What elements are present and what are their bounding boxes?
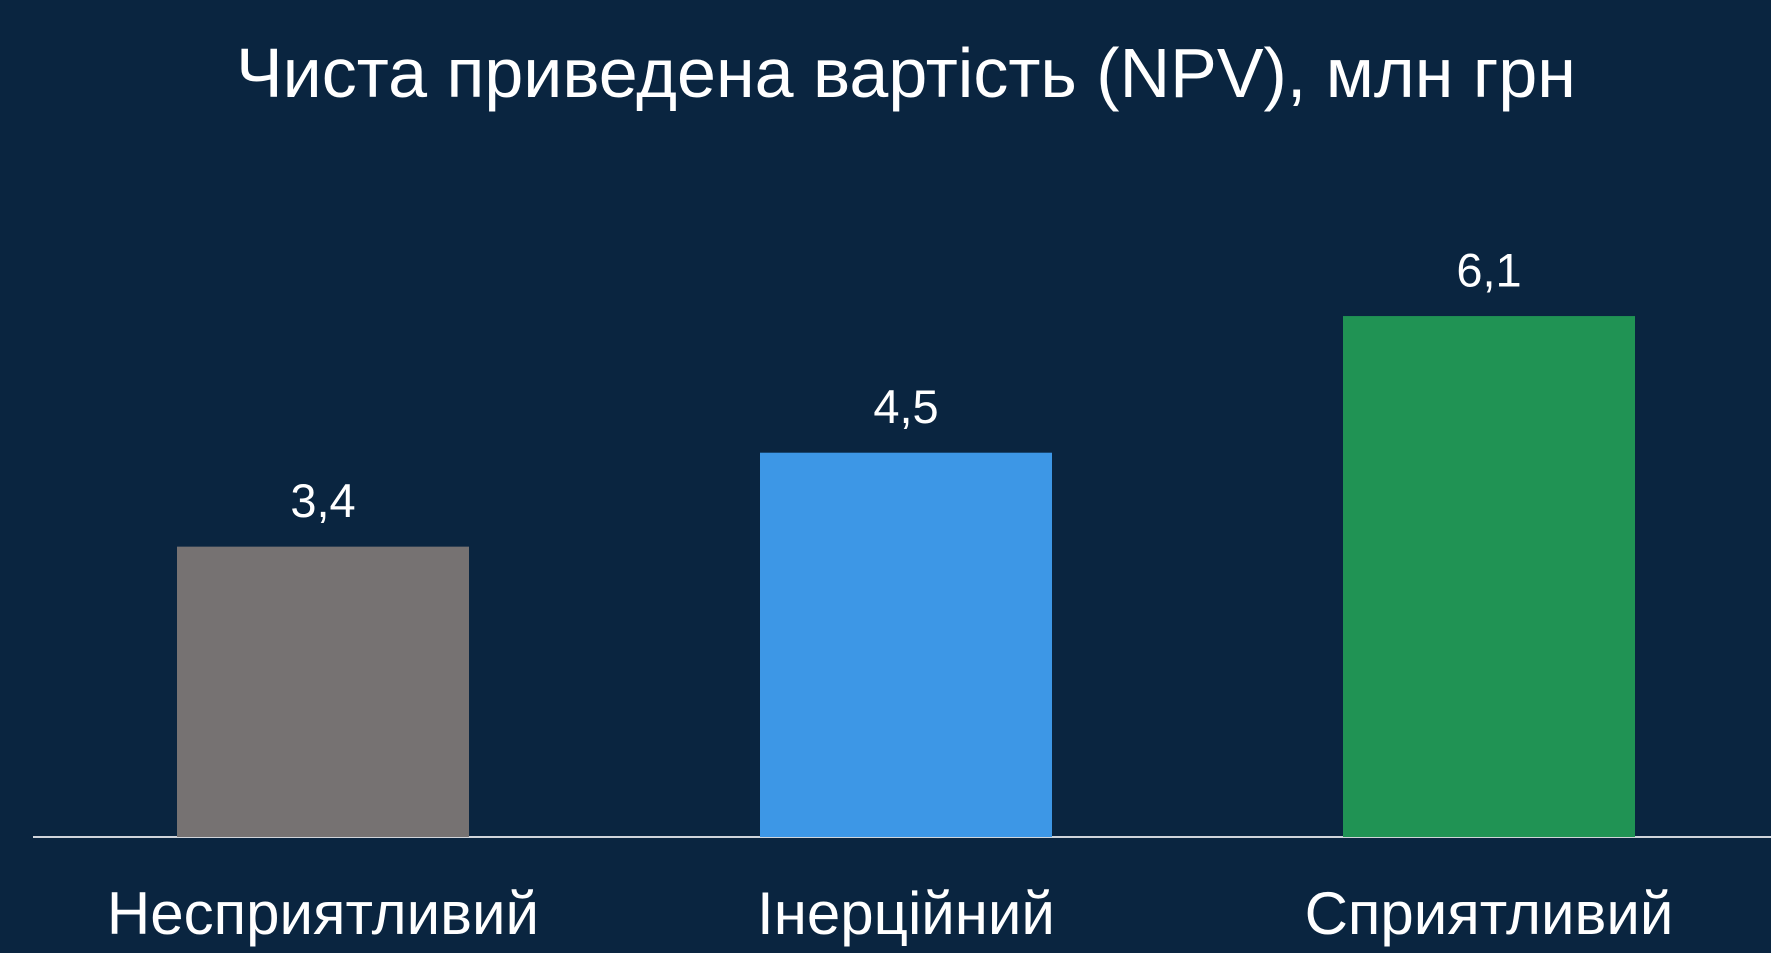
bar	[760, 452, 1052, 837]
chart-title: Чиста приведена вартість (NPV), млн грн	[236, 34, 1576, 112]
category-label: Сприятливий	[1305, 880, 1674, 947]
value-label: 6,1	[1456, 243, 1521, 296]
bar	[177, 546, 469, 837]
value-label: 4,5	[873, 380, 938, 433]
category-label: Несприятливий	[107, 880, 539, 947]
value-label: 3,4	[290, 474, 355, 527]
bar	[1343, 316, 1635, 837]
category-label: Інерційний	[757, 880, 1055, 947]
